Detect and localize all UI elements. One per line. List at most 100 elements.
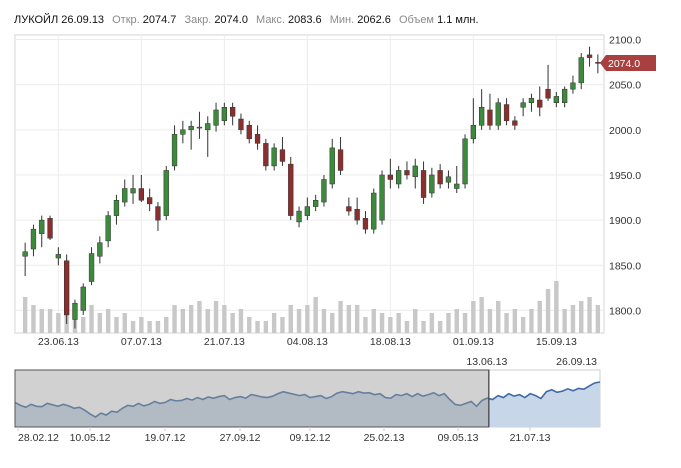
candle-body (503, 104, 510, 122)
selection-end-label: 26.09.13 (556, 356, 597, 368)
candle-body (238, 118, 244, 131)
candle-body (578, 57, 584, 84)
candle-body (180, 129, 186, 135)
volume-bar (222, 305, 227, 333)
volume-bar (487, 309, 493, 333)
volume-bar (396, 313, 401, 333)
volume-bar (164, 317, 169, 333)
volume-bar (97, 313, 103, 333)
x-tick-label: 07.07.13 (121, 336, 162, 348)
volume-bar (139, 317, 144, 333)
navigator-x-label: 09.12.12 (290, 432, 331, 444)
y-tick-label: 2100.0 (609, 35, 641, 47)
candle-body (545, 88, 551, 99)
y-tick-label: 1850.0 (609, 260, 641, 272)
y-tick-label: 2000.0 (609, 125, 641, 137)
candle-body (230, 106, 236, 117)
y-tick-label: 2050.0 (609, 80, 641, 92)
candle-body (387, 174, 394, 180)
price-axis: 2100.0 2050.0 2000.0 1950.0 1900.0 1850.0 1800… (609, 35, 641, 318)
candle-body (97, 242, 103, 257)
volume-bar (529, 309, 534, 333)
volume-bar (421, 321, 426, 333)
candle-body (304, 206, 311, 216)
candle-body (155, 206, 161, 221)
y-tick-label: 1950.0 (609, 170, 641, 182)
candle-body (470, 125, 477, 140)
volume-bar (172, 305, 177, 333)
volume-bar (537, 301, 542, 333)
volume-bar (545, 289, 551, 333)
open-label: Откр. (112, 14, 140, 26)
volume-bar (305, 305, 310, 333)
volume-bar (56, 313, 61, 333)
candles (22, 46, 601, 329)
navigator[interactable]: 13.06.13 26.09.13 28.02.12 10.05.12 19.07.12… (14, 356, 601, 444)
candle-body (570, 82, 576, 90)
low-value: 2062.6 (357, 14, 391, 26)
candle-body (254, 134, 261, 144)
selection-start-label: 13.06.13 (466, 356, 507, 368)
candle-body (553, 96, 560, 103)
candle-body (337, 149, 344, 171)
candle-body (487, 109, 493, 126)
y-tick-label: 1800.0 (609, 305, 641, 317)
volume-bar (296, 309, 302, 333)
candle-body (479, 106, 485, 126)
navigator-line (14, 381, 601, 418)
candle-body (404, 170, 410, 176)
candle-body (279, 149, 286, 162)
volume-label: Объем (398, 14, 434, 26)
candle-body (512, 120, 518, 126)
close-label: Закр. (184, 14, 212, 26)
chart-header: ЛУКОЙЛ 26.09.13 Откр. 2074.7 Закр. 2074.… (14, 14, 479, 26)
candle-body (88, 253, 95, 282)
candle-body (163, 170, 169, 216)
volume-bar (255, 321, 260, 333)
candle-body (362, 218, 369, 230)
navigator-x-label: 25.02.13 (364, 432, 405, 444)
low-label: Мин. (329, 14, 355, 26)
volume-bar (429, 313, 435, 333)
navigator-x-label: 10.05.12 (70, 432, 111, 444)
candle-body (213, 109, 219, 126)
candle-body (412, 165, 418, 178)
volume-bar (371, 309, 376, 333)
volume-bar (188, 305, 194, 333)
volume-bar (47, 309, 53, 333)
x-tick-label: 15.09.13 (536, 336, 577, 348)
candle-body (130, 188, 136, 194)
candle-body (271, 147, 277, 167)
candle-body (296, 210, 302, 223)
candle-body (72, 302, 78, 320)
price-tag-shape (600, 54, 656, 71)
candle-body (495, 102, 501, 126)
candle-body (420, 170, 427, 198)
candle-body (246, 125, 252, 140)
volume-bar (346, 305, 352, 333)
candle-body (22, 251, 28, 257)
x-tick-label: 23.06.13 (38, 336, 79, 348)
price-tag-label: 2074.0 (608, 58, 640, 70)
header-date: 26.09.13 (61, 14, 105, 26)
volume-bar (354, 305, 360, 333)
ticker-name: ЛУКОЙЛ (14, 14, 59, 26)
volume-bar (39, 309, 44, 333)
candle-body (80, 286, 86, 311)
volume-bar (338, 301, 343, 333)
volume-bar (413, 309, 418, 333)
volume-bar (363, 317, 368, 333)
volume-bar (562, 309, 567, 333)
x-tick-label: 04.08.13 (287, 336, 328, 348)
volume-bars (22, 281, 601, 333)
candle-body (437, 170, 443, 185)
volume-bar (471, 301, 476, 333)
volume-bar (554, 281, 559, 333)
candle-body (520, 102, 526, 108)
volume-bar (147, 321, 152, 333)
candle-body (122, 188, 128, 203)
navigator-x-label: 28.02.12 (18, 432, 59, 444)
open-value: 2074.7 (142, 14, 177, 26)
candle-body (346, 206, 352, 212)
